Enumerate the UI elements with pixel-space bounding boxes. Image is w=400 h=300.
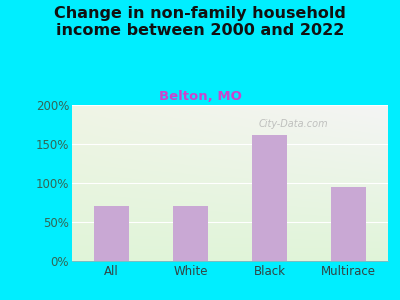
Bar xyxy=(94,206,129,261)
Bar xyxy=(173,206,208,261)
Bar xyxy=(331,187,366,261)
Text: Change in non-family household
income between 2000 and 2022: Change in non-family household income be… xyxy=(54,6,346,38)
Text: City-Data.com: City-Data.com xyxy=(258,119,328,129)
Text: Belton, MO: Belton, MO xyxy=(158,90,242,103)
Bar xyxy=(252,135,287,261)
